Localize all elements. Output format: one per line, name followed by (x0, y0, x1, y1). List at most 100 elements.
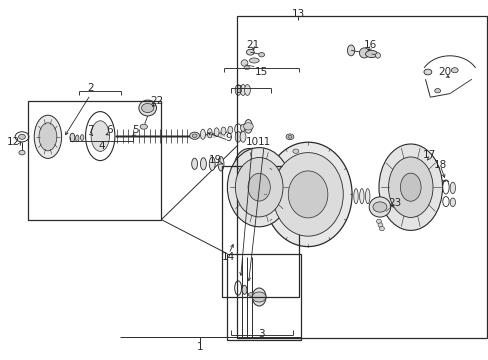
Text: 3: 3 (257, 329, 264, 339)
Text: 22: 22 (149, 96, 163, 106)
Circle shape (189, 132, 199, 139)
Text: 4: 4 (98, 141, 105, 151)
Circle shape (287, 135, 291, 138)
Ellipse shape (235, 131, 241, 142)
Ellipse shape (377, 223, 382, 227)
Text: 8: 8 (235, 85, 242, 95)
Ellipse shape (272, 188, 276, 204)
Text: 23: 23 (387, 198, 401, 208)
Ellipse shape (234, 281, 241, 295)
Circle shape (141, 103, 154, 113)
Ellipse shape (346, 45, 354, 56)
Text: 21: 21 (246, 40, 260, 50)
Ellipse shape (244, 85, 250, 95)
Ellipse shape (264, 142, 351, 247)
Text: 5: 5 (132, 125, 139, 135)
Text: 18: 18 (432, 160, 446, 170)
Ellipse shape (247, 293, 254, 296)
Ellipse shape (365, 189, 369, 204)
Circle shape (19, 134, 25, 139)
Ellipse shape (200, 129, 205, 139)
Ellipse shape (240, 85, 245, 95)
Ellipse shape (423, 69, 431, 75)
Ellipse shape (39, 123, 57, 151)
Text: 14: 14 (222, 252, 235, 262)
Text: 20: 20 (438, 67, 450, 77)
Ellipse shape (442, 180, 448, 194)
Ellipse shape (249, 58, 259, 63)
Ellipse shape (34, 115, 61, 158)
Text: 1: 1 (197, 342, 203, 352)
Circle shape (252, 292, 265, 302)
Ellipse shape (400, 173, 420, 201)
Text: 11: 11 (257, 137, 270, 147)
Bar (237, 16, 486, 338)
Bar (227, 254, 300, 340)
Ellipse shape (387, 157, 432, 217)
Ellipse shape (191, 158, 197, 170)
Ellipse shape (246, 49, 254, 55)
Text: 16: 16 (363, 40, 377, 50)
Bar (222, 166, 299, 297)
Ellipse shape (375, 53, 380, 58)
Ellipse shape (241, 60, 247, 66)
Ellipse shape (200, 158, 206, 170)
Ellipse shape (270, 159, 275, 172)
Bar (28, 101, 161, 220)
Text: 2: 2 (87, 83, 94, 93)
Ellipse shape (238, 153, 260, 179)
Ellipse shape (85, 112, 115, 161)
Ellipse shape (218, 157, 224, 171)
Ellipse shape (240, 124, 245, 131)
Ellipse shape (242, 285, 246, 294)
Ellipse shape (365, 50, 377, 58)
Text: 19: 19 (208, 155, 222, 165)
Ellipse shape (288, 171, 327, 218)
Circle shape (19, 150, 25, 155)
Text: 13: 13 (291, 9, 305, 19)
Ellipse shape (214, 128, 219, 136)
Text: 15: 15 (254, 67, 268, 77)
Ellipse shape (240, 131, 245, 142)
Ellipse shape (244, 66, 249, 69)
Ellipse shape (247, 174, 270, 201)
Ellipse shape (258, 53, 264, 57)
Ellipse shape (272, 153, 343, 236)
Ellipse shape (139, 100, 156, 116)
Ellipse shape (235, 85, 241, 95)
Ellipse shape (221, 127, 225, 135)
Ellipse shape (376, 219, 381, 224)
Ellipse shape (450, 68, 457, 73)
Ellipse shape (449, 182, 455, 194)
Ellipse shape (234, 149, 264, 183)
Circle shape (285, 134, 293, 140)
Text: 7: 7 (87, 125, 94, 135)
Circle shape (243, 123, 253, 130)
Ellipse shape (140, 124, 147, 129)
Ellipse shape (359, 48, 368, 58)
Ellipse shape (91, 121, 109, 152)
Ellipse shape (359, 189, 363, 204)
Ellipse shape (442, 197, 448, 207)
Text: 9: 9 (225, 132, 232, 143)
Ellipse shape (227, 126, 232, 134)
Ellipse shape (70, 133, 75, 142)
Ellipse shape (235, 158, 283, 217)
Ellipse shape (80, 135, 84, 140)
Ellipse shape (368, 197, 390, 217)
Ellipse shape (75, 135, 79, 141)
Ellipse shape (379, 226, 384, 231)
Ellipse shape (252, 288, 265, 306)
Ellipse shape (234, 124, 241, 135)
Ellipse shape (278, 188, 282, 204)
Ellipse shape (244, 120, 252, 133)
Ellipse shape (353, 189, 357, 204)
Ellipse shape (449, 198, 455, 207)
Text: 17: 17 (422, 150, 435, 160)
Circle shape (15, 132, 29, 142)
Text: 12: 12 (7, 137, 20, 147)
Ellipse shape (207, 129, 212, 138)
Circle shape (192, 134, 197, 138)
Text: 10: 10 (245, 137, 258, 147)
Ellipse shape (227, 148, 290, 227)
